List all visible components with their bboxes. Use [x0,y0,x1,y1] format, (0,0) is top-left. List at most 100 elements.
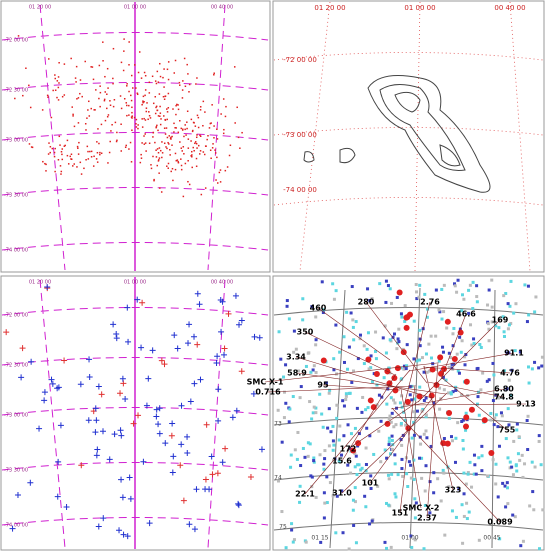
diffuse-emission [312,460,316,464]
diffuse-emission [424,429,428,433]
diffuse-emission [447,351,451,355]
source-dot [109,104,112,106]
source-dot [188,83,191,86]
diffuse-emission [510,465,514,469]
source-cross [191,526,198,533]
leader-line [441,377,508,431]
diffuse-emission [487,288,491,292]
diffuse-emission [322,516,326,520]
source-dot [116,131,118,134]
source-cross [156,405,163,412]
diffuse-emission [299,385,303,389]
diffuse-emission [424,413,428,417]
source-dot [159,187,161,189]
source-dot [159,75,162,78]
diffuse-emission [284,363,288,367]
diffuse-emission [351,325,355,329]
diffuse-emission [296,430,300,434]
diffuse-emission [409,463,413,467]
diffuse-emission [344,394,348,398]
diffuse-emission [461,418,465,422]
source-dot [199,106,202,108]
source-cross [158,357,165,364]
source-cross [95,383,102,390]
source-dot [177,160,179,163]
source-dot [152,131,155,134]
diffuse-emission [372,452,376,456]
coordinate-label: 01 20 00 [29,5,51,11]
diffuse-emission [304,540,308,544]
source-label: 74.8 [494,393,514,402]
source-label: 755 [499,426,516,435]
coordinate-label: -73 00 00 [4,413,28,419]
diffuse-emission [494,413,498,417]
diffuse-emission [374,349,378,353]
diffuse-emission [496,425,500,429]
source-dot [141,126,144,128]
diffuse-emission [417,358,421,362]
source-dot [239,147,241,149]
diffuse-emission [366,406,370,410]
diffuse-emission [487,378,491,382]
diffuse-emission [390,301,394,305]
source-dot [174,152,177,155]
diffuse-emission [424,464,428,468]
leader-line [440,313,467,380]
source-dot [87,158,90,160]
source-dot [145,150,147,152]
diffuse-emission [462,492,466,496]
diffuse-emission [413,497,417,501]
source-dot [187,160,189,162]
source-dot [126,114,128,117]
source-dot [155,106,157,109]
leader-line [391,407,501,523]
diffuse-emission [533,360,537,364]
diffuse-emission [454,436,458,440]
diffuse-emission [419,442,423,446]
diffuse-emission [471,307,475,311]
source-dot [143,135,145,137]
diffuse-emission [423,292,427,296]
diffuse-emission [362,344,366,348]
diffuse-emission [460,293,464,297]
source-dot [41,109,44,111]
diffuse-emission [349,432,353,436]
diffuse-emission [472,453,476,457]
diffuse-emission [450,509,454,513]
source-dot [234,122,236,124]
diffuse-emission [338,424,342,428]
diffuse-emission [396,473,400,477]
source-dot [177,104,179,106]
diffuse-emission [409,534,413,538]
source-dot [73,163,76,165]
diffuse-emission [454,515,458,519]
source-dot [57,159,60,161]
source-dot [222,132,225,135]
source-dot [47,153,50,155]
source-cross [145,375,152,382]
diffuse-emission [475,300,479,304]
source-dot [30,146,33,148]
source-dot [120,150,123,152]
diffuse-emission [432,471,436,475]
diffuse-emission [364,408,368,412]
source-dot [215,179,217,181]
source-dot [137,71,140,74]
source-dot [80,173,83,175]
bright-source [320,357,327,364]
source-dot [220,113,222,115]
source-dot [59,165,62,167]
source-dot [162,95,165,98]
source-dot [25,67,27,69]
diffuse-emission [340,489,344,493]
diffuse-emission [528,504,532,508]
source-dot [64,144,66,147]
diffuse-emission [465,501,469,505]
source-dot [54,77,57,80]
source-dot [156,70,159,73]
bright-source [370,404,377,411]
source-dot [63,63,66,65]
diffuse-emission [298,484,302,488]
source-dot [207,135,209,137]
source-cross [116,527,123,534]
